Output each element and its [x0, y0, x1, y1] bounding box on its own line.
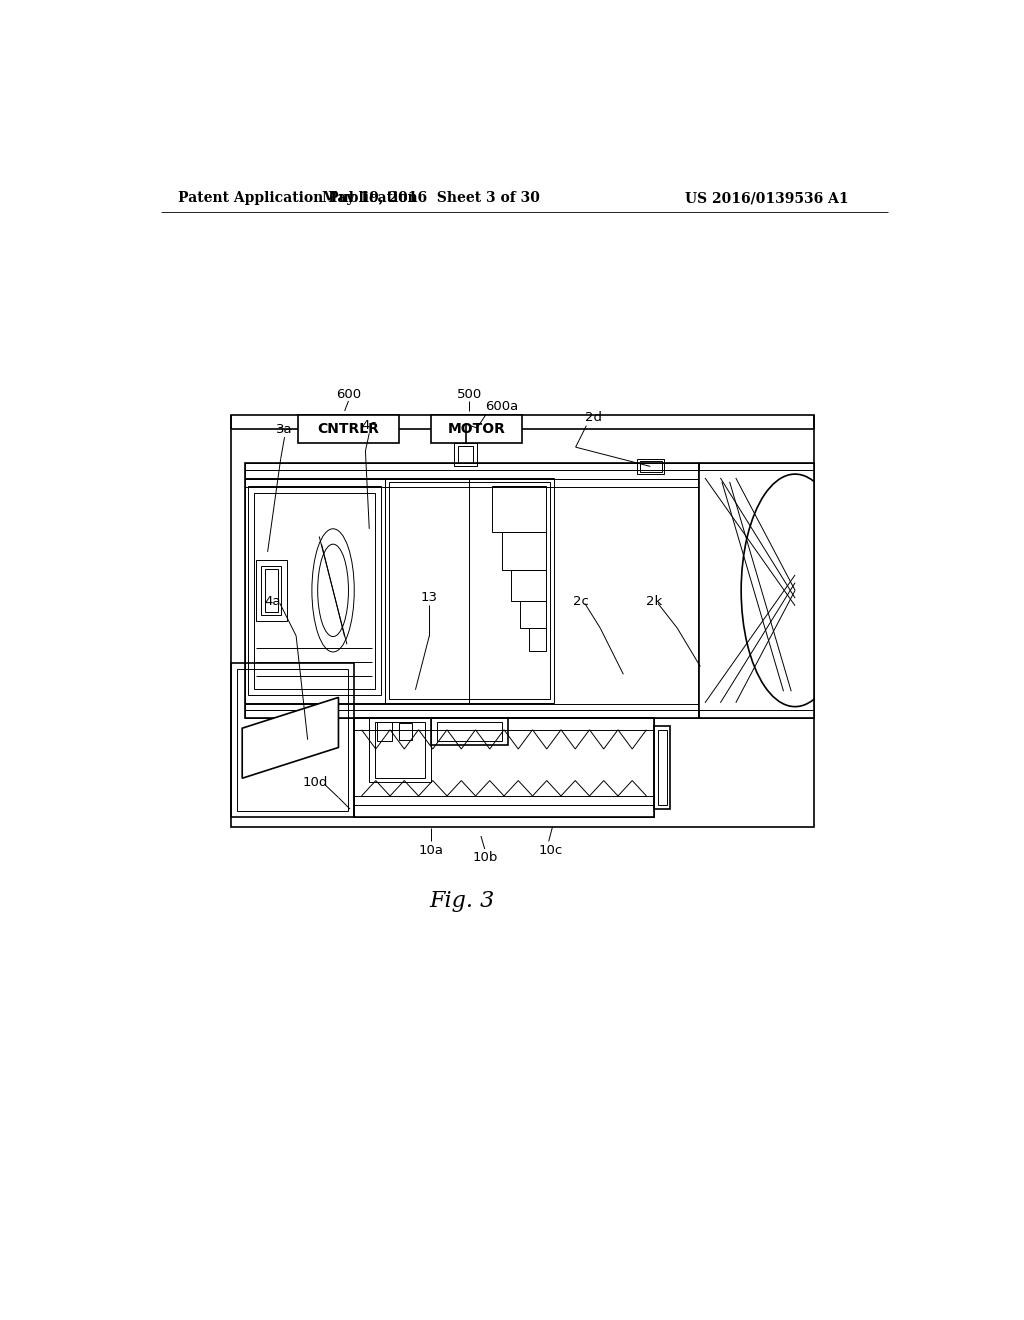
Text: 10b: 10b	[472, 851, 498, 865]
Bar	[230, 663, 354, 817]
Bar	[431, 414, 521, 444]
Bar	[398, 723, 413, 739]
Bar	[354, 718, 654, 730]
Bar	[385, 478, 554, 702]
Bar	[458, 446, 473, 462]
Text: 4a: 4a	[265, 594, 282, 607]
Bar	[245, 462, 698, 470]
Bar	[654, 726, 670, 809]
Bar	[454, 444, 477, 466]
Bar	[245, 470, 698, 479]
Text: US 2016/0139536 A1: US 2016/0139536 A1	[685, 191, 849, 206]
Bar	[249, 486, 381, 696]
Bar	[377, 722, 392, 742]
Bar	[264, 569, 279, 612]
Bar	[698, 462, 814, 718]
Bar	[254, 494, 376, 689]
Bar	[354, 718, 654, 817]
Text: 3a: 3a	[276, 422, 293, 436]
Text: 2c: 2c	[573, 594, 589, 607]
Text: CNTRLR: CNTRLR	[317, 422, 380, 436]
Text: Fig. 3: Fig. 3	[429, 891, 495, 912]
Bar	[237, 669, 348, 810]
Text: MOTOR: MOTOR	[447, 422, 505, 436]
Bar	[354, 796, 654, 805]
Text: 600a: 600a	[484, 400, 518, 412]
Bar	[698, 462, 814, 470]
Bar	[354, 805, 654, 817]
Bar	[520, 601, 547, 628]
Text: 2d: 2d	[585, 411, 602, 424]
Bar	[261, 566, 282, 615]
Bar	[256, 560, 287, 622]
Text: 600: 600	[336, 388, 361, 401]
Bar	[658, 730, 668, 805]
Bar	[640, 461, 662, 471]
Bar	[370, 718, 431, 781]
Bar	[245, 478, 385, 702]
Text: 2k: 2k	[646, 594, 663, 607]
Bar	[388, 482, 550, 700]
Text: 500: 500	[457, 388, 482, 401]
Bar	[431, 718, 508, 744]
Text: 10d: 10d	[303, 776, 328, 788]
Bar	[376, 722, 425, 779]
Bar	[698, 710, 814, 718]
Bar	[437, 722, 502, 742]
Bar	[637, 459, 665, 474]
Bar	[529, 628, 547, 651]
Bar	[245, 705, 698, 710]
Bar	[245, 710, 698, 718]
Bar	[245, 479, 698, 487]
Bar	[493, 486, 547, 532]
Bar	[511, 570, 547, 601]
Text: 10a: 10a	[419, 843, 443, 857]
Bar	[245, 462, 698, 718]
Text: 13: 13	[421, 591, 438, 603]
Bar	[298, 414, 398, 444]
Text: Patent Application Publication: Patent Application Publication	[178, 191, 418, 206]
Text: May 19, 2016  Sheet 3 of 30: May 19, 2016 Sheet 3 of 30	[322, 191, 540, 206]
Text: 10c: 10c	[538, 843, 562, 857]
Bar	[230, 414, 814, 826]
Polygon shape	[243, 697, 339, 779]
Bar	[502, 532, 547, 570]
Text: 4c: 4c	[361, 418, 377, 432]
